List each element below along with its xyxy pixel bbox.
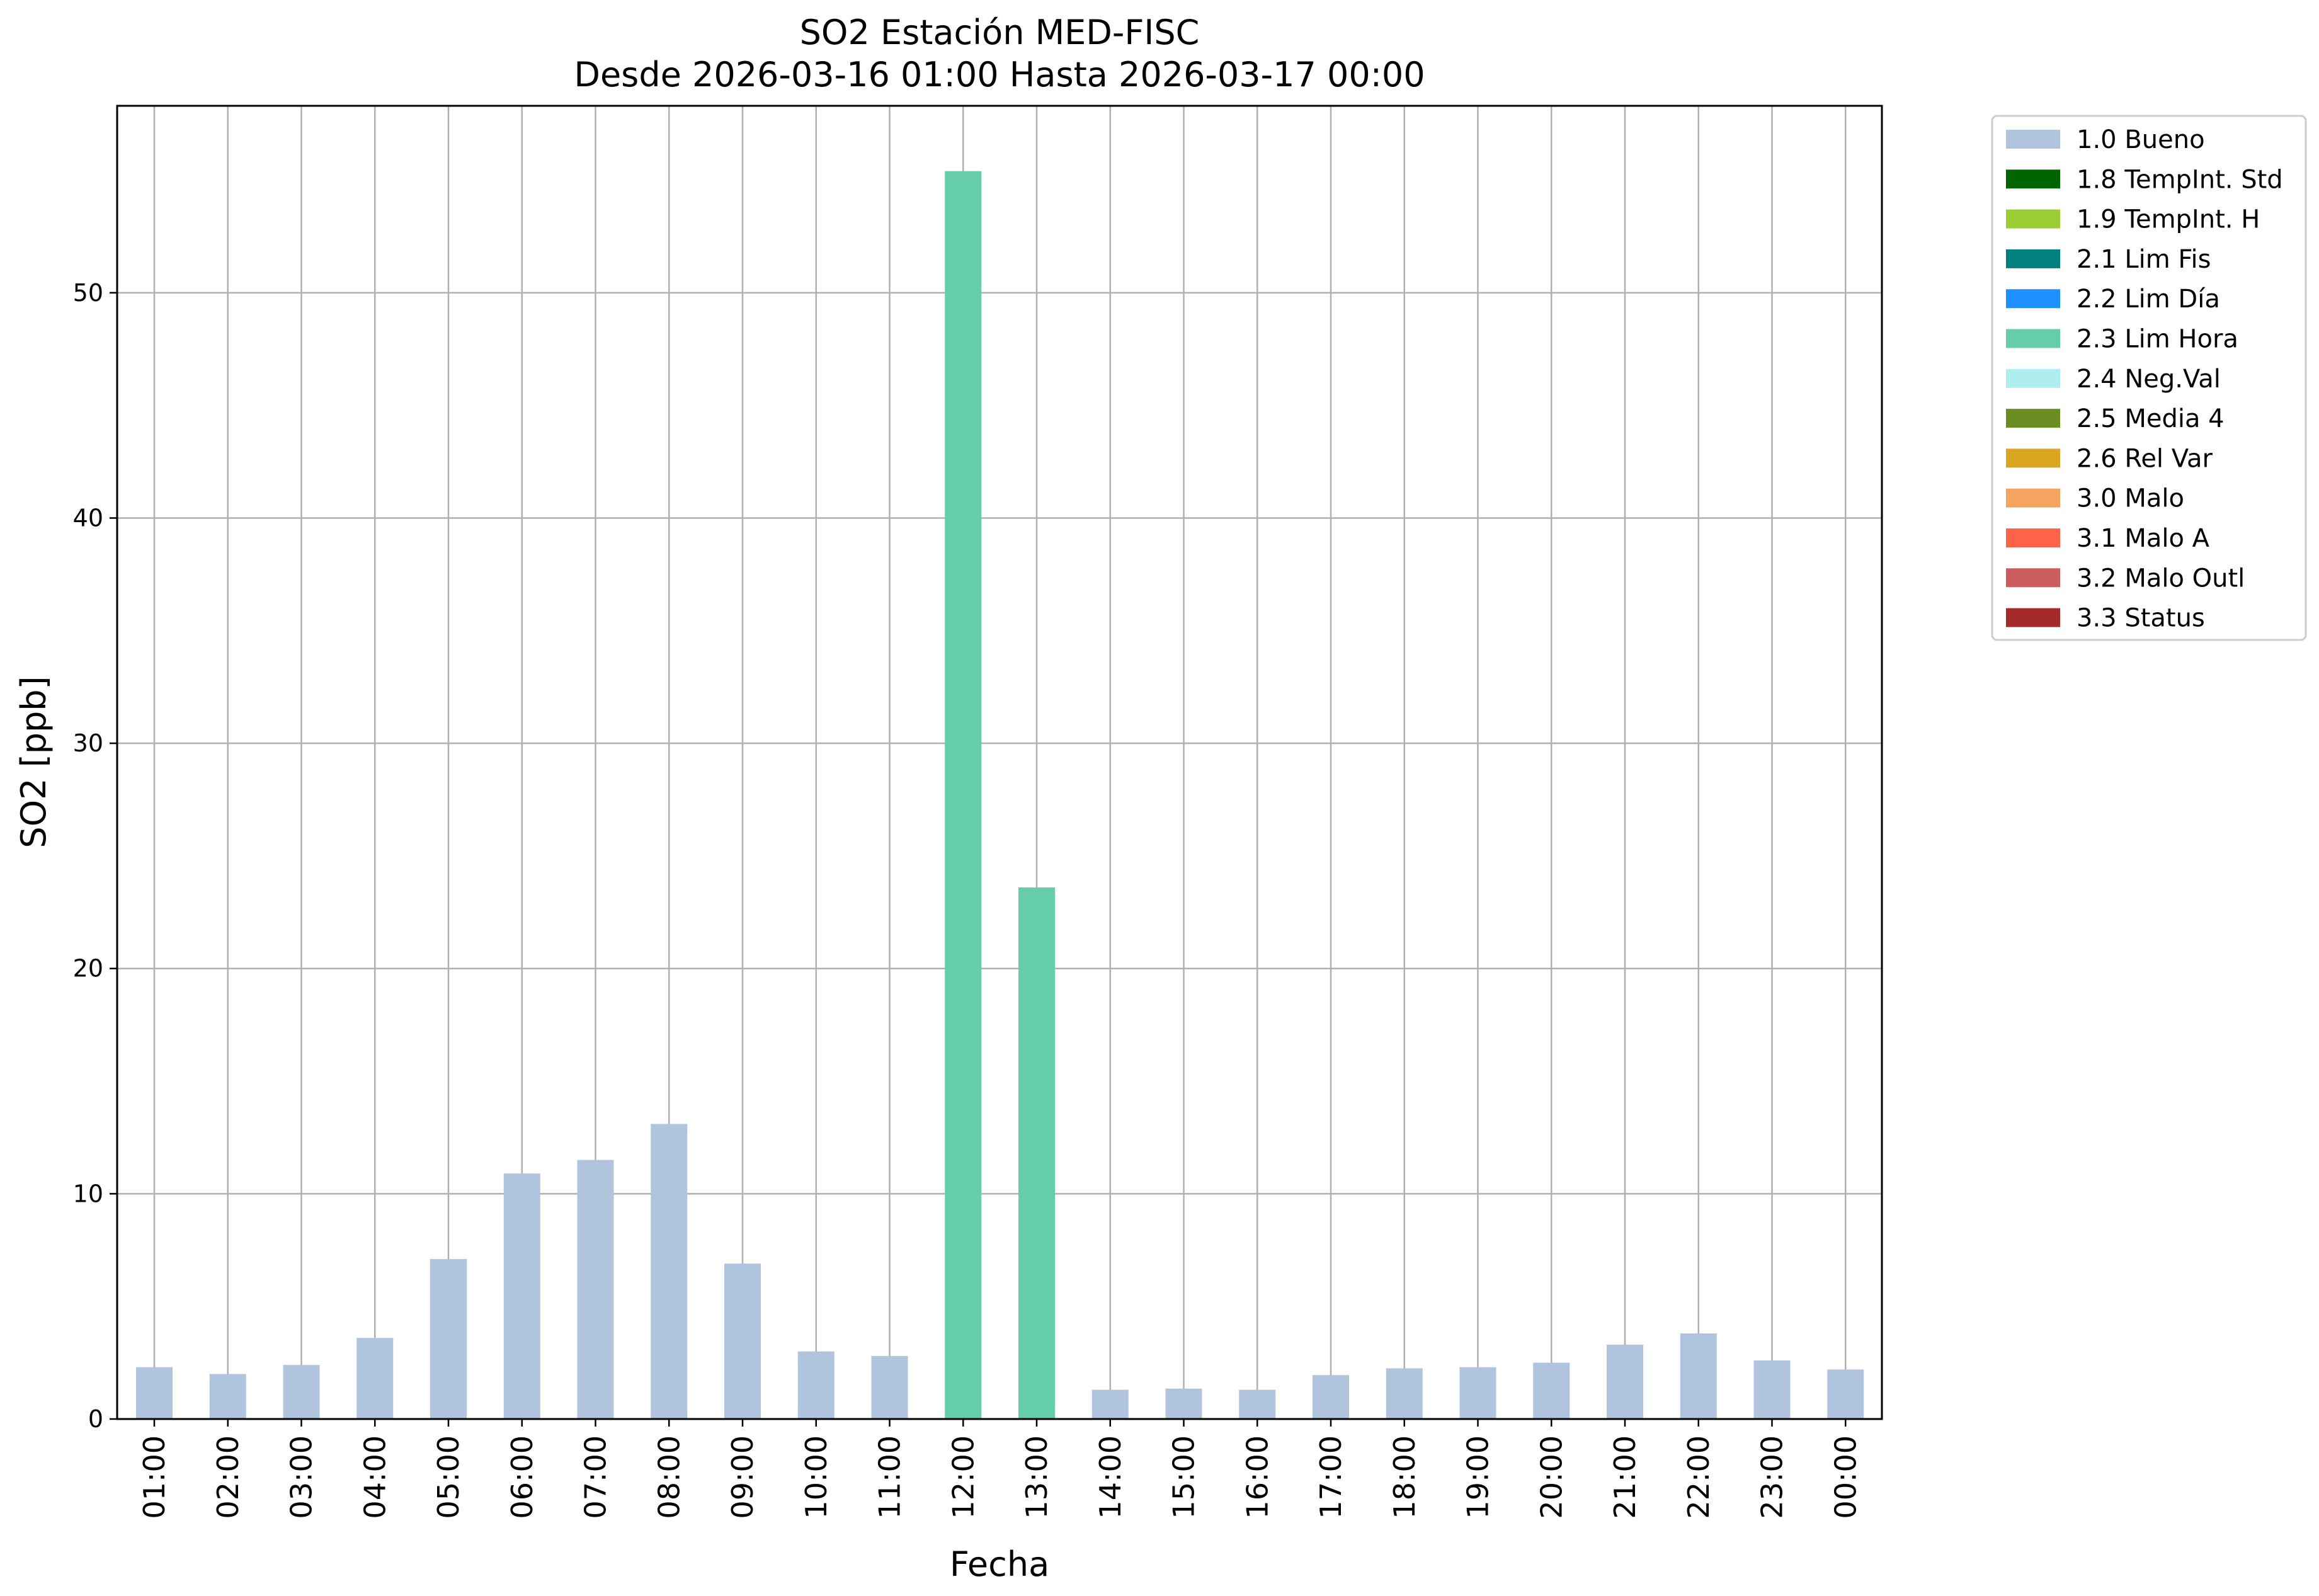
legend-label: 1.9 TempInt. H bbox=[2077, 205, 2260, 234]
bar-0200 bbox=[209, 1374, 246, 1419]
bar-2300 bbox=[1753, 1360, 1791, 1419]
bar-0800 bbox=[651, 1124, 688, 1419]
x-tick-label: 12:00 bbox=[946, 1435, 980, 1519]
legend-label: 3.0 Malo bbox=[2077, 484, 2184, 513]
legend-swatch bbox=[2006, 289, 2060, 309]
legend-swatch bbox=[2006, 488, 2060, 508]
bar-0300 bbox=[283, 1365, 320, 1419]
bar-0400 bbox=[356, 1338, 394, 1419]
x-tick-label: 08:00 bbox=[652, 1435, 686, 1519]
legend-label: 2.6 Rel Var bbox=[2077, 444, 2213, 473]
x-tick-label: 17:00 bbox=[1314, 1435, 1348, 1519]
plot-area-frame bbox=[116, 105, 1883, 1420]
x-tick-label: 09:00 bbox=[726, 1435, 760, 1519]
bar-1900 bbox=[1459, 1367, 1496, 1419]
x-tick-label: 11:00 bbox=[873, 1435, 907, 1519]
legend-label: 2.5 Media 4 bbox=[2077, 404, 2225, 433]
legend-swatch bbox=[2006, 169, 2060, 189]
x-tick-label: 20:00 bbox=[1534, 1435, 1568, 1519]
legend-swatch bbox=[2006, 608, 2060, 627]
x-tick-label: 16:00 bbox=[1240, 1435, 1274, 1519]
bar-1000 bbox=[797, 1351, 835, 1419]
legend-frame bbox=[1991, 115, 2307, 641]
x-tick-label: 07:00 bbox=[579, 1435, 613, 1519]
bar-0100 bbox=[136, 1367, 173, 1419]
legend-swatch bbox=[2006, 209, 2060, 229]
legend: 1.0 Bueno 1.8 TempInt. Std 1.9 TempInt. H 2… bbox=[1991, 115, 2307, 641]
legend-label: 2.4 Neg.Val bbox=[2077, 365, 2221, 394]
legend-swatch bbox=[2006, 528, 2060, 547]
bar-0900 bbox=[724, 1263, 761, 1419]
x-tick-label: 05:00 bbox=[431, 1435, 465, 1519]
x-tick-label: 14:00 bbox=[1093, 1435, 1127, 1519]
x-tick-label: 23:00 bbox=[1755, 1435, 1789, 1519]
grid-layer bbox=[117, 106, 1882, 1419]
y-axis-label: SO2 [ppb] bbox=[14, 676, 54, 848]
bar-1200 bbox=[945, 171, 982, 1419]
legend-label: 1.8 TempInt. Std bbox=[2077, 165, 2283, 194]
legend-swatch bbox=[2006, 249, 2060, 268]
x-tick-label: 03:00 bbox=[285, 1435, 319, 1519]
bar-0700 bbox=[577, 1160, 614, 1419]
bar-1700 bbox=[1313, 1375, 1349, 1419]
x-tick-label: 21:00 bbox=[1608, 1435, 1642, 1519]
legend-entries: 1.0 Bueno 1.8 TempInt. Std 1.9 TempInt. H 2… bbox=[2006, 125, 2283, 633]
y-tick-label: 30 bbox=[73, 729, 103, 757]
bar-2100 bbox=[1607, 1344, 1643, 1419]
x-tick-label: 18:00 bbox=[1387, 1435, 1422, 1519]
legend-label: 2.2 Lim Día bbox=[2077, 285, 2220, 314]
bar-1600 bbox=[1239, 1389, 1276, 1419]
chart-title: SO2 Estación MED-FISC bbox=[800, 13, 1200, 52]
x-tick-label: 00:00 bbox=[1828, 1435, 1862, 1519]
bar-2000 bbox=[1533, 1362, 1570, 1419]
x-tick-label: 19:00 bbox=[1461, 1435, 1495, 1519]
bar-1100 bbox=[871, 1355, 908, 1419]
x-tick-label: 10:00 bbox=[799, 1435, 833, 1519]
bar-0500 bbox=[430, 1259, 467, 1419]
x-axis-ticks: 01:00 02:00 03:00 04:00 05:00 06:00 07:00 08:00… bbox=[137, 1419, 1862, 1519]
bar-1800 bbox=[1386, 1368, 1423, 1419]
legend-swatch bbox=[2006, 568, 2060, 588]
bar-1500 bbox=[1165, 1388, 1202, 1419]
x-tick-label: 15:00 bbox=[1167, 1435, 1201, 1519]
x-axis-label: Fecha bbox=[950, 1544, 1049, 1584]
chart-subtitle: Desde 2026-03-16 01:00 Hasta 2026-03-17 … bbox=[574, 55, 1425, 94]
x-tick-label: 01:00 bbox=[137, 1435, 171, 1519]
legend-label: 2.3 Lim Hora bbox=[2077, 325, 2238, 354]
y-axis-ticks: 0 10 20 30 40 50 bbox=[73, 279, 117, 1433]
x-tick-label: 06:00 bbox=[505, 1435, 539, 1519]
legend-swatch bbox=[2006, 409, 2060, 428]
bar-2200 bbox=[1680, 1333, 1717, 1419]
legend-label: 1.0 Bueno bbox=[2077, 125, 2205, 154]
x-tick-label: 22:00 bbox=[1682, 1435, 1716, 1519]
x-tick-label: 13:00 bbox=[1020, 1435, 1054, 1519]
x-tick-label: 02:00 bbox=[211, 1435, 245, 1519]
bar-1400 bbox=[1091, 1389, 1129, 1419]
y-tick-label: 10 bbox=[73, 1180, 103, 1207]
legend-label: 3.3 Status bbox=[2077, 604, 2205, 633]
legend-label: 2.1 Lim Fis bbox=[2077, 245, 2211, 274]
legend-label: 3.1 Malo A bbox=[2077, 524, 2210, 553]
legend-label: 3.2 Malo Outl bbox=[2077, 564, 2245, 593]
bars-layer bbox=[136, 171, 1864, 1419]
y-tick-label: 50 bbox=[73, 279, 103, 307]
legend-swatch bbox=[2006, 130, 2060, 149]
y-tick-label: 20 bbox=[73, 955, 103, 983]
bar-0600 bbox=[503, 1173, 540, 1419]
y-tick-label: 40 bbox=[73, 504, 103, 532]
x-tick-label: 04:00 bbox=[358, 1435, 392, 1519]
legend-swatch bbox=[2006, 448, 2060, 468]
legend-swatch bbox=[2006, 329, 2060, 348]
legend-swatch bbox=[2006, 368, 2060, 388]
bar-1300 bbox=[1018, 887, 1055, 1419]
bar-0000 bbox=[1827, 1369, 1864, 1419]
y-tick-label: 0 bbox=[88, 1405, 103, 1433]
